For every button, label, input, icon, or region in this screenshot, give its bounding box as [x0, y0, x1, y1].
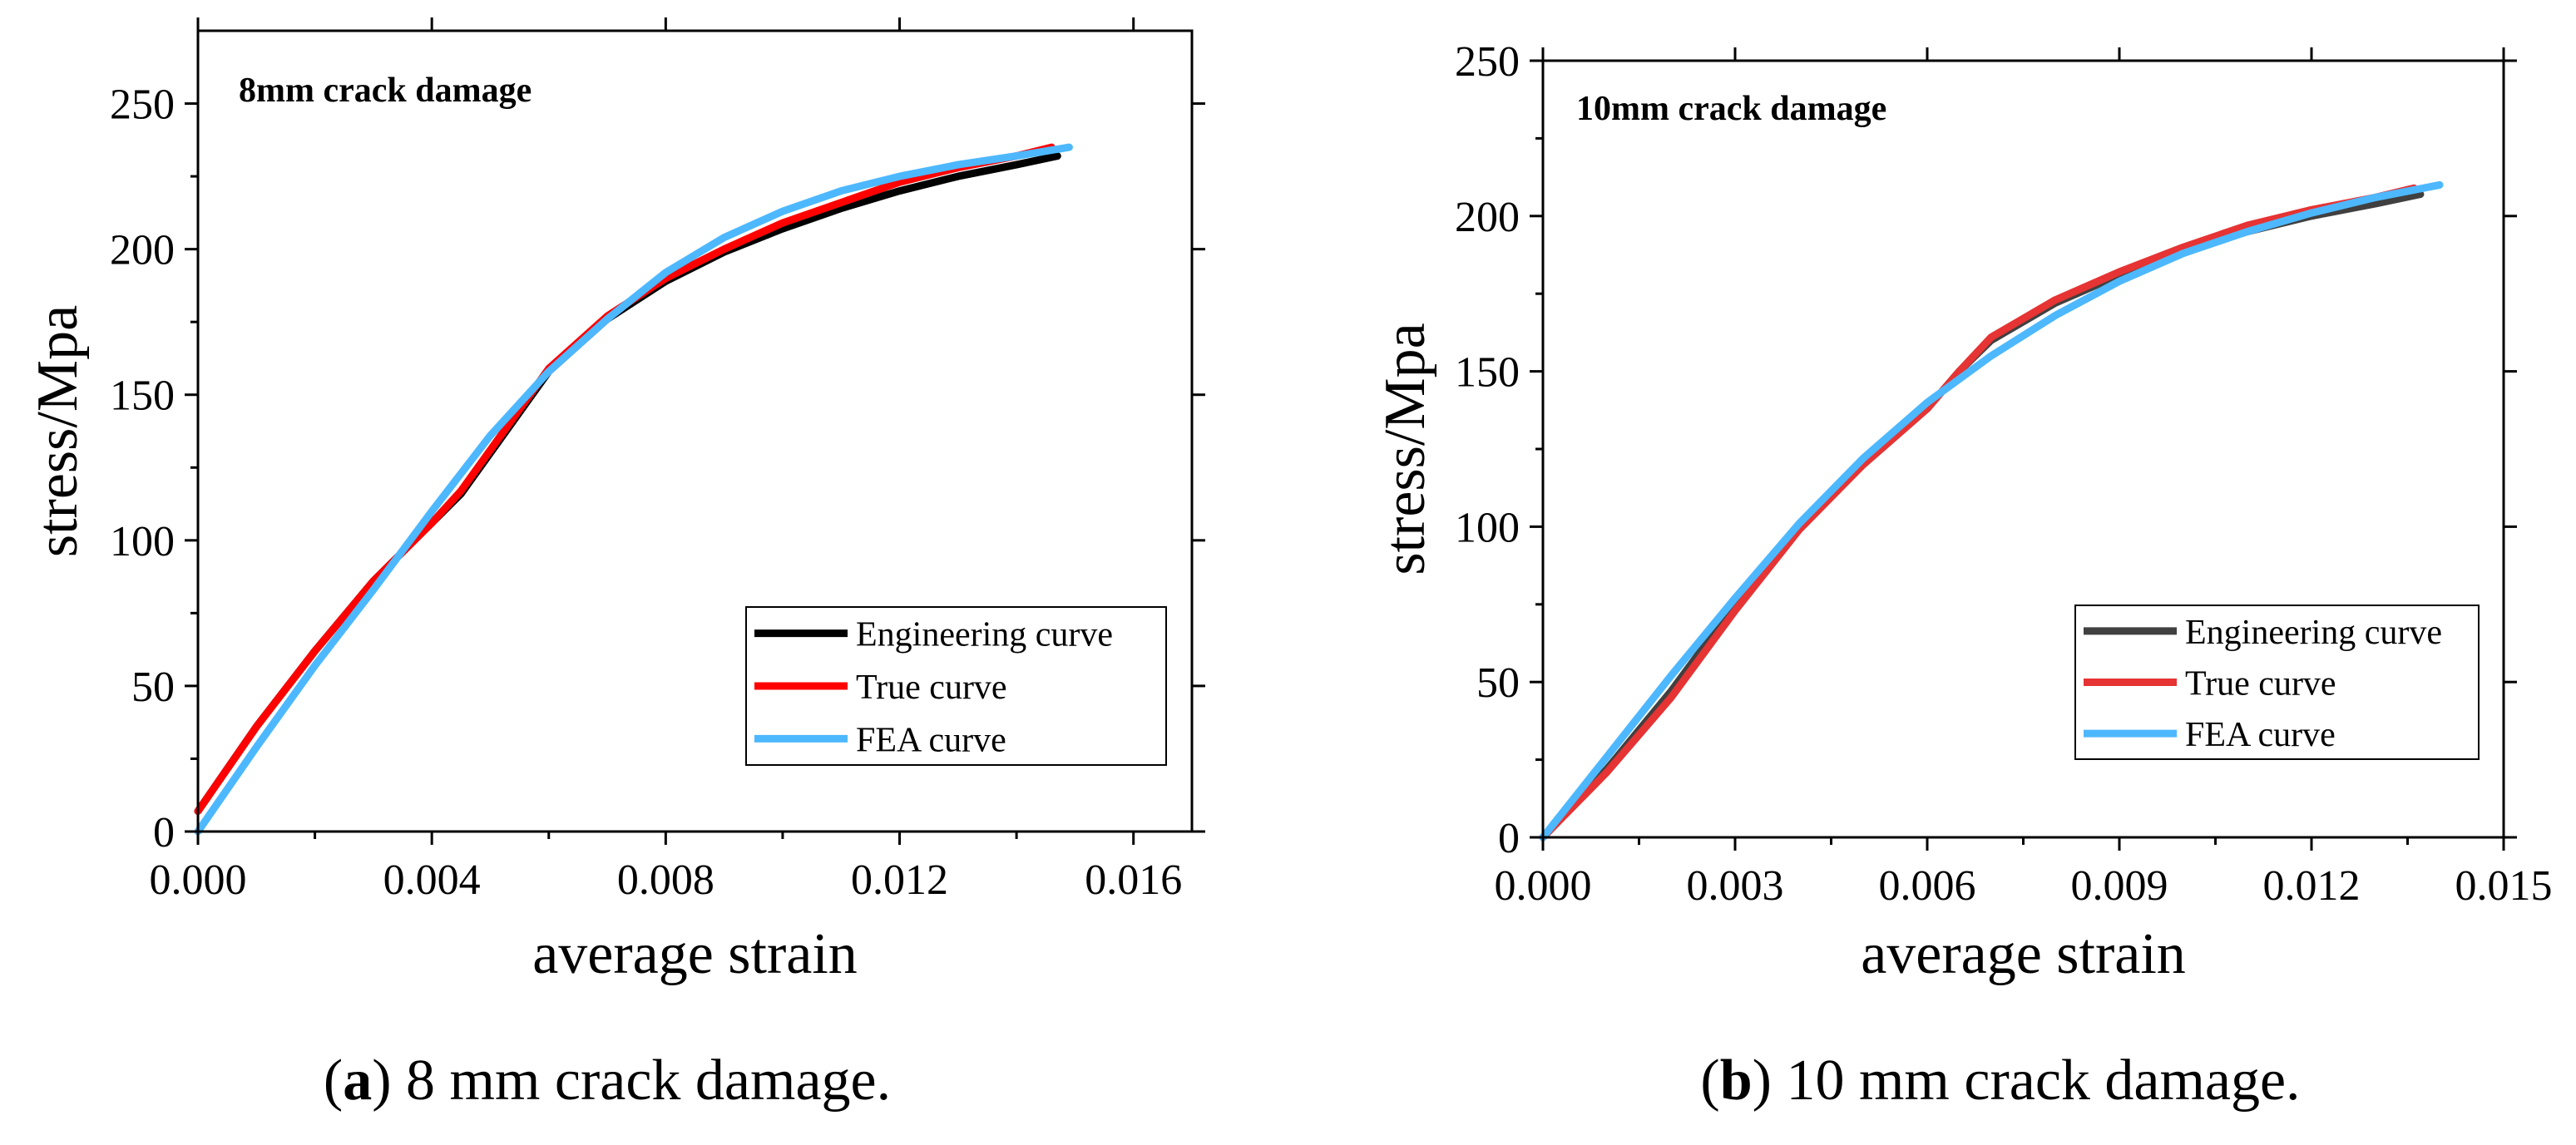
series-line-fea-curve: [1539, 180, 2444, 841]
caption-a-text: 8 mm crack damage.: [391, 1049, 892, 1113]
y-axis-label: stress/Mpa: [26, 305, 90, 557]
caption-b-label: b: [1719, 1049, 1753, 1113]
y-tick-label: 200: [1455, 194, 1520, 241]
caption-b-text: 10 mm crack damage.: [1771, 1049, 2301, 1113]
x-axis-label: average strain: [1861, 922, 2186, 986]
y-tick-label: 150: [110, 373, 175, 420]
y-tick-label: 0: [1498, 815, 1520, 862]
y-tick-label: 250: [1455, 38, 1520, 86]
legend-label: FEA curve: [2185, 716, 2336, 754]
y-tick-label: 50: [131, 664, 175, 711]
chart-title: 8mm crack damage: [239, 72, 532, 110]
x-tick-label: 0.008: [617, 856, 714, 904]
y-tick-label: 250: [110, 81, 175, 129]
y-axis-label: stress/Mpa: [1373, 323, 1437, 575]
y-tick-label: 50: [1476, 659, 1520, 707]
x-tick-label: 0.003: [1687, 862, 1784, 910]
legend-label: True curve: [856, 669, 1007, 707]
plot-frame: [196, 29, 1194, 833]
caption-a: (a) 8 mm crack damage.: [323, 1049, 892, 1113]
y-tick-label: 0: [153, 809, 175, 856]
x-tick-label: 0.016: [1085, 856, 1182, 904]
x-tick-label: 0.015: [2455, 862, 2553, 910]
legend-label: Engineering curve: [2185, 614, 2442, 652]
x-tick-label: 0.012: [851, 856, 948, 904]
chart-10mm-crack-damage: 0.000 0.003 0.006 0.009 0.012 0.015 0 50 100 150 2…: [1373, 38, 2553, 986]
chart-title: 10mm crack damage: [1576, 90, 1886, 128]
caption-b: (b) 10 mm crack damage.: [1700, 1049, 2301, 1113]
series-line-fea-curve: [194, 143, 1073, 836]
y-tick-label: 200: [110, 227, 175, 274]
y-tick-label: 100: [110, 518, 175, 565]
legend-label: FEA curve: [856, 721, 1006, 759]
chart-8mm-crack-damage: 0.000 0.004 0.008 0.012 0.016 0 50 100 150 200 250…: [26, 17, 1205, 986]
caption-a-label: a: [343, 1049, 373, 1113]
legend-label: Engineering curve: [856, 616, 1113, 654]
series-line-true-curve: [1539, 184, 2418, 841]
y-tick-label: 100: [1455, 504, 1520, 551]
x-tick-label: 0.000: [150, 856, 247, 904]
x-tick-label: 0.004: [383, 856, 481, 904]
y-tick-label: 150: [1455, 349, 1520, 397]
legend-label: True curve: [2185, 665, 2336, 703]
x-tick-label: 0.000: [1495, 862, 1592, 910]
x-tick-label: 0.009: [2071, 862, 2168, 910]
x-tick-label: 0.006: [1879, 862, 1976, 910]
x-axis-label: average strain: [532, 922, 858, 986]
x-tick-label: 0.012: [2263, 862, 2361, 910]
